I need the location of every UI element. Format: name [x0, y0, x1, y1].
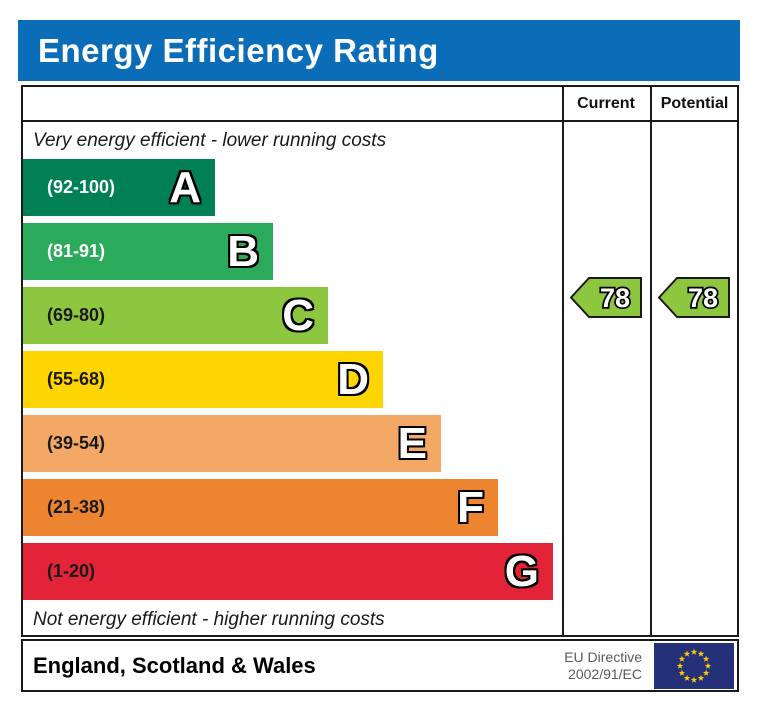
top-note: Very energy efficient - lower running co… [33, 130, 387, 151]
band-f: (21-38) F [23, 479, 498, 536]
band-c: (69-80) C [23, 287, 328, 344]
band-f-letter: F [457, 482, 484, 532]
band-f-range: (21-38) [47, 497, 106, 517]
footer: England, Scotland & Wales EU Directive 2… [21, 639, 739, 692]
band-e-letter: E [397, 418, 427, 468]
band-e: (39-54) E [23, 415, 441, 472]
title-bar: Energy Efficiency Rating [18, 20, 740, 81]
bottom-note: Not energy efficient - higher running co… [33, 609, 385, 630]
column-header-potential: Potential [660, 95, 729, 112]
band-g: (1-20) G [23, 543, 553, 600]
column-header-current: Current [577, 95, 635, 112]
potential-rating-arrow: 78 [657, 277, 730, 318]
region-label: England, Scotland & Wales [33, 652, 316, 678]
band-a-letter: A [169, 162, 201, 212]
page-title: Energy Efficiency Rating [38, 31, 439, 69]
band-b-range: (81-91) [47, 241, 106, 261]
eu-directive-line1: EU Directive [564, 648, 642, 665]
current-rating-value: 78 [600, 283, 630, 313]
band-b: (81-91) B [23, 223, 273, 280]
band-g-letter: G [504, 546, 539, 596]
band-g-range: (1-20) [47, 561, 96, 581]
current-arrow-shape [569, 277, 642, 318]
header-row-divider [21, 120, 739, 122]
band-d-range: (55-68) [47, 369, 106, 389]
current-rating-arrow: 78 [569, 277, 642, 318]
band-d-letter: D [337, 354, 369, 404]
band-d: (55-68) D [23, 351, 383, 408]
band-c-letter: C [282, 290, 314, 340]
band-a-range: (92-100) [47, 177, 116, 197]
eu-directive-label: EU Directive 2002/91/EC [564, 649, 642, 683]
potential-column-divider [650, 85, 652, 637]
potential-arrow-icon: 78 [657, 277, 730, 318]
current-column-divider [562, 85, 564, 637]
band-e-range: (39-54) [47, 433, 106, 453]
eu-directive-line2: 2002/91/EC [568, 665, 642, 682]
current-arrow-icon: 78 [569, 277, 642, 318]
band-b-letter: B [227, 226, 259, 276]
band-c-range: (69-80) [47, 305, 106, 325]
eu-flag-icon [654, 642, 734, 689]
potential-rating-value: 78 [688, 283, 718, 313]
band-a: (92-100) A [23, 159, 215, 216]
potential-arrow-shape [657, 277, 730, 318]
